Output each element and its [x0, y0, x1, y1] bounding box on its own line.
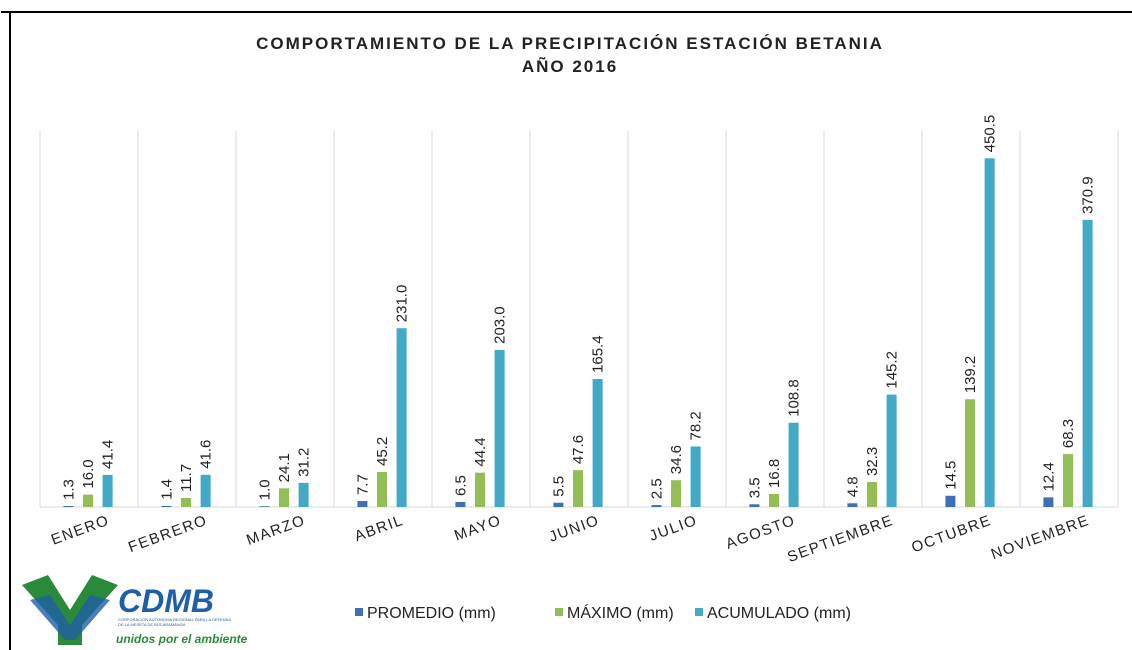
value-label: 231.0 [394, 285, 411, 323]
logo-slogan: unidos por el ambiente [116, 632, 248, 646]
chart-subtitle: AÑO 2016 [522, 56, 618, 76]
bar [788, 422, 799, 507]
bar [573, 470, 584, 507]
bar [651, 505, 662, 507]
bar [63, 505, 74, 507]
bar [769, 493, 780, 507]
bar [475, 472, 486, 507]
value-label: 4.8 [844, 476, 861, 497]
bar [357, 501, 368, 507]
bar [671, 480, 682, 507]
bar [377, 472, 388, 507]
value-label: 31.2 [296, 448, 313, 477]
bar [690, 446, 701, 507]
legend-swatch [695, 608, 703, 616]
value-label: 1.4 [158, 479, 175, 500]
bar [1043, 497, 1054, 507]
legend-swatch [555, 608, 563, 616]
bar [455, 501, 466, 507]
legend-label: ACUMULADO (mm) [707, 605, 851, 622]
chart-title: COMPORTAMIENTO DE LA PRECIPITACIÓN ESTAC… [256, 34, 884, 53]
value-label: 41.4 [100, 440, 117, 469]
value-label: 12.4 [1040, 462, 1057, 491]
bar [1082, 219, 1093, 507]
value-label: 11.7 [178, 464, 195, 492]
value-label: 44.4 [472, 437, 489, 466]
bar [886, 394, 897, 507]
bar [83, 494, 94, 507]
logo-subtitle-box: CORPORACIÓN AUTÓNOMA REGIONAL PARA LA DE… [118, 617, 231, 627]
value-label: 5.5 [550, 476, 567, 497]
value-label: 41.6 [198, 440, 215, 469]
value-label: 370.9 [1080, 176, 1097, 214]
value-label: 7.7 [354, 474, 371, 495]
bar [279, 488, 290, 507]
bar [867, 481, 878, 507]
logo: CDMB CORPORACIÓN AUTÓNOMA REGIONAL PARA … [22, 575, 248, 646]
bar [592, 378, 603, 507]
bar [161, 505, 172, 507]
bar [749, 504, 760, 507]
value-label: 1.3 [60, 479, 77, 500]
value-label: 78.2 [688, 411, 705, 440]
value-label: 108.8 [786, 379, 803, 417]
bar [181, 497, 192, 507]
value-label: 68.3 [1060, 419, 1077, 448]
value-label: 34.6 [668, 445, 685, 474]
logo-subtitle: CORPORACIÓN AUTÓNOMA REGIONAL PARA LA DE… [118, 617, 231, 627]
bar [847, 503, 858, 507]
value-label: 24.1 [276, 453, 293, 482]
value-label: 14.5 [942, 461, 959, 490]
bar [494, 349, 505, 507]
value-label: 16.8 [766, 459, 783, 488]
bar [298, 482, 309, 507]
value-label: 450.5 [982, 115, 999, 153]
value-label: 165.4 [590, 335, 607, 373]
value-label: 203.0 [492, 306, 509, 344]
logo-name: CDMB [118, 583, 214, 619]
bar [200, 474, 211, 507]
legend-swatch [355, 608, 363, 616]
logo-mark [22, 575, 118, 645]
logo-mark [30, 595, 110, 640]
value-label: 2.5 [648, 478, 665, 499]
bar [102, 474, 113, 507]
bar [945, 495, 956, 507]
legend-label: PROMEDIO (mm) [367, 605, 496, 622]
bar [984, 158, 995, 508]
bar [965, 399, 976, 507]
value-label: 45.2 [374, 437, 391, 466]
bar [553, 502, 564, 507]
bar [1063, 454, 1074, 507]
value-label: 32.3 [864, 447, 881, 476]
bar [259, 506, 270, 507]
value-label: 145.2 [884, 351, 901, 389]
value-label: 16.0 [80, 459, 97, 488]
legend-label: MÁXIMO (mm) [567, 603, 674, 622]
value-label: 3.5 [746, 477, 763, 498]
bar [396, 328, 407, 507]
value-label: 47.6 [570, 435, 587, 464]
value-label: 1.0 [256, 479, 273, 500]
value-label: 139.2 [962, 356, 979, 394]
value-label: 6.5 [452, 475, 469, 496]
